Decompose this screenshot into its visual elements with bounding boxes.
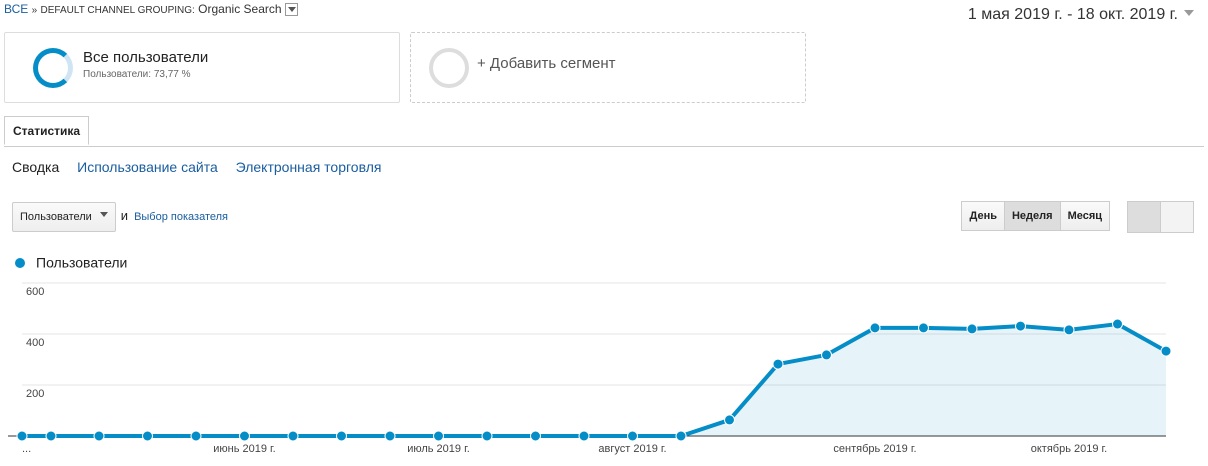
point — [93, 430, 105, 442]
segment-ring — [429, 48, 469, 88]
point — [16, 430, 28, 442]
dropdown[interactable] — [284, 3, 298, 17]
conjunction: и — [120, 208, 129, 223]
legend-marker — [15, 258, 25, 268]
point — [530, 430, 541, 442]
add-segment[interactable]: + Добавить сегмент — [410, 32, 806, 103]
point — [384, 430, 396, 442]
point — [821, 349, 832, 361]
line-view-button[interactable] — [1127, 201, 1161, 233]
add-segment-label: + Добавить сегмент — [477, 55, 616, 72]
subtab[interactable]: Использование сайта — [77, 159, 218, 175]
point — [627, 430, 638, 442]
point — [578, 430, 590, 442]
x-tick-label: июнь 2019 г. — [213, 443, 276, 455]
granularity-button[interactable]: День — [961, 201, 1005, 231]
breadcrumb-value: Organic Search — [198, 2, 282, 16]
point — [966, 323, 978, 335]
segment-title: Все пользователи — [83, 49, 209, 66]
legend-label: Пользователи — [36, 255, 127, 271]
date-text: 1 мая 2019 г. - 18 окт. 2019 г. — [967, 6, 1178, 23]
subtab[interactable]: Сводка — [12, 159, 60, 175]
breadcrumb-root[interactable]: ВСЕ — [4, 2, 29, 16]
y-tick-label: 400 — [26, 337, 44, 349]
tab[interactable]: Статистика — [4, 116, 90, 145]
metric: Пользователи — [20, 211, 92, 223]
dropdown-arrow — [1184, 10, 1194, 21]
granularity: День Неделя Месяц — [961, 201, 1110, 231]
x-tick-label: сентябрь 2019 г. — [833, 443, 916, 455]
point — [1160, 345, 1172, 357]
point — [1063, 324, 1075, 336]
breadcrumb: ВСЕ » DEFAULT CHANNEL GROUPING: Organic … — [4, 2, 298, 17]
point — [190, 430, 202, 442]
point — [772, 358, 784, 370]
point — [1015, 320, 1026, 332]
dropdown-arrow — [99, 212, 108, 221]
segment-subtitle: Пользователи: 73,77 % — [83, 69, 191, 80]
breadcrumb-dimension: DEFAULT CHANNEL GROUPING: — [40, 5, 195, 16]
point — [239, 430, 250, 442]
tab-line — [4, 146, 1204, 147]
point — [869, 322, 881, 334]
x-tick-label: ... — [22, 443, 31, 455]
date-range[interactable]: 1 мая 2019 г. - 18 окт. 2019 г. — [968, 6, 1194, 24]
point — [45, 430, 57, 442]
x-tick-label: июль 2019 г. — [407, 443, 470, 455]
point — [675, 430, 687, 442]
y-tick-label: 600 — [26, 286, 44, 298]
granularity-button[interactable]: Неделя — [1003, 201, 1061, 231]
motion-view-button[interactable] — [1160, 201, 1194, 233]
point — [1112, 318, 1123, 330]
secondary-metric[interactable]: Выбор показателя — [134, 211, 228, 223]
chart: 200 400 600... июнь 2019 г. июль 2019 г. авгу… — [8, 255, 1172, 455]
metric-dropdown[interactable]: Пользователи — [12, 202, 116, 232]
subtab[interactable]: Электронная торговля — [235, 159, 382, 175]
point — [481, 430, 493, 442]
point — [336, 430, 347, 442]
subtabs: Сводка Использование сайта Электронная т… — [12, 159, 395, 175]
breadcrumb-separator: » — [31, 5, 38, 16]
segment[interactable]: Все пользователи Пользователи: 73,77 % — [4, 32, 400, 103]
granularity-button[interactable]: Месяц — [1059, 201, 1110, 231]
point — [287, 430, 299, 442]
x-tick-label: октябрь 2019 г. — [1031, 443, 1108, 455]
segment-ring — [33, 48, 73, 88]
point — [433, 430, 444, 442]
chart-view-switch — [1127, 201, 1194, 233]
y-tick-label: 200 — [26, 388, 44, 400]
point — [918, 322, 929, 334]
metric-selector: Пользователи и Выбор показателя — [12, 202, 228, 232]
area — [22, 324, 1166, 436]
point — [724, 414, 735, 426]
point — [142, 430, 153, 442]
x-tick-label: август 2019 г. — [598, 443, 666, 455]
